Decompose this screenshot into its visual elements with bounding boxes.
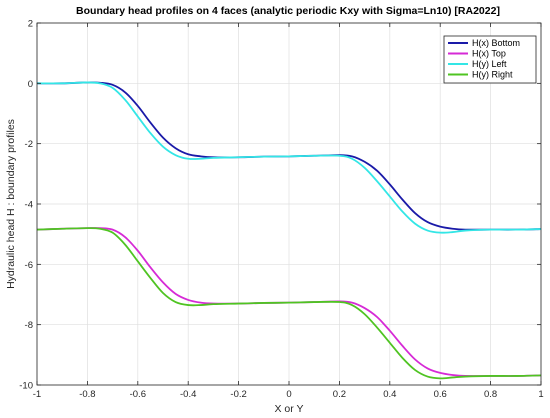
x-tick-label: 0.8: [484, 389, 497, 400]
y-tick-label: 0: [28, 79, 33, 90]
chart-title: Boundary head profiles on 4 faces (analy…: [76, 5, 500, 17]
x-tick-label: 0: [286, 389, 291, 400]
y-axis-label: Hydraulic head H : boundary profiles: [5, 119, 17, 289]
x-tick-label: -1: [33, 389, 41, 400]
x-tick-label: -0.6: [130, 389, 146, 400]
x-tick-label: -0.2: [230, 389, 246, 400]
x-tick-label: 1: [538, 389, 543, 400]
x-tick-label: 0.6: [434, 389, 447, 400]
legend-label-1: H(x) Top: [472, 49, 506, 59]
x-axis-label: X or Y: [275, 403, 304, 415]
legend-label-2: H(y) Left: [472, 59, 507, 69]
y-tick-label: -4: [25, 200, 33, 211]
x-tick-label: -0.8: [79, 389, 95, 400]
axis-ticks: -1 -0.8 -0.6 -0.4 -0.2 0 0.2 0.4 0.6 0.8 1 -10 -8 -6 -…: [19, 19, 543, 401]
x-tick-label: -0.4: [180, 389, 196, 400]
x-tick-label: 0.4: [383, 389, 396, 400]
y-tick-label: -2: [25, 139, 33, 150]
y-tick-label: -10: [19, 381, 33, 392]
series-line-3: [36, 227, 542, 380]
y-tick-label: -6: [25, 260, 33, 271]
legend-label-0: H(x) Bottom: [472, 38, 520, 48]
series-line-2: [36, 81, 542, 234]
x-tick-label: 0.2: [333, 389, 346, 400]
legend-label-3: H(y) Right: [472, 70, 513, 80]
y-tick-label: 2: [28, 19, 33, 30]
series-layer: [36, 81, 542, 380]
y-tick-label: -8: [25, 320, 33, 331]
